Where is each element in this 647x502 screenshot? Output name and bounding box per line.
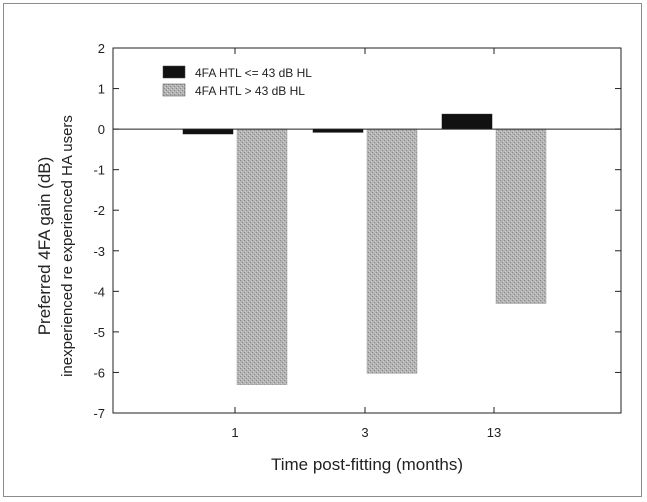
y-tick-label: 1 [98,82,105,97]
y-axis-title: Preferred 4FA gain (dB) [35,157,54,336]
bar-series-2-1 [236,128,288,385]
legend-label: 4FA HTL <= 43 dB HL [195,66,312,80]
figure-border [3,3,642,497]
bar-series-1-13 [441,113,493,130]
x-tick-label: 1 [231,425,238,440]
y-axis-subtitle: inexperienced re experienced HA users [59,115,76,377]
ticks-layer: 210-1-2-3-4-5-6-71 3 13 [93,41,621,440]
bar-series-1-1 [182,128,234,135]
x-tick-label: 13 [487,425,501,440]
legend-swatch [162,83,186,97]
legend-swatch [162,65,186,79]
x-axis-title: Time post-fitting (months) [271,455,463,474]
y-tick-label: -5 [93,325,105,340]
y-tick-label: 2 [98,41,105,56]
y-tick-label: -2 [93,203,105,218]
legend: 4FA HTL <= 43 dB HL 4FA HTL > 43 dB HL [162,65,312,98]
y-tick-label: 0 [98,122,105,137]
y-tick-label: -4 [93,284,105,299]
y-tick-label: -7 [93,406,105,421]
legend-label: 4FA HTL > 43 dB HL [195,84,305,98]
bar-series-2-13 [495,128,547,304]
bars-layer [113,113,621,385]
plot-area-border [112,47,622,414]
y-tick-label: -6 [93,365,105,380]
x-tick-label: 3 [361,425,368,440]
y-tick-label: -3 [93,244,105,259]
y-tick-label: -1 [93,163,105,178]
bar-series-2-3 [366,128,418,374]
